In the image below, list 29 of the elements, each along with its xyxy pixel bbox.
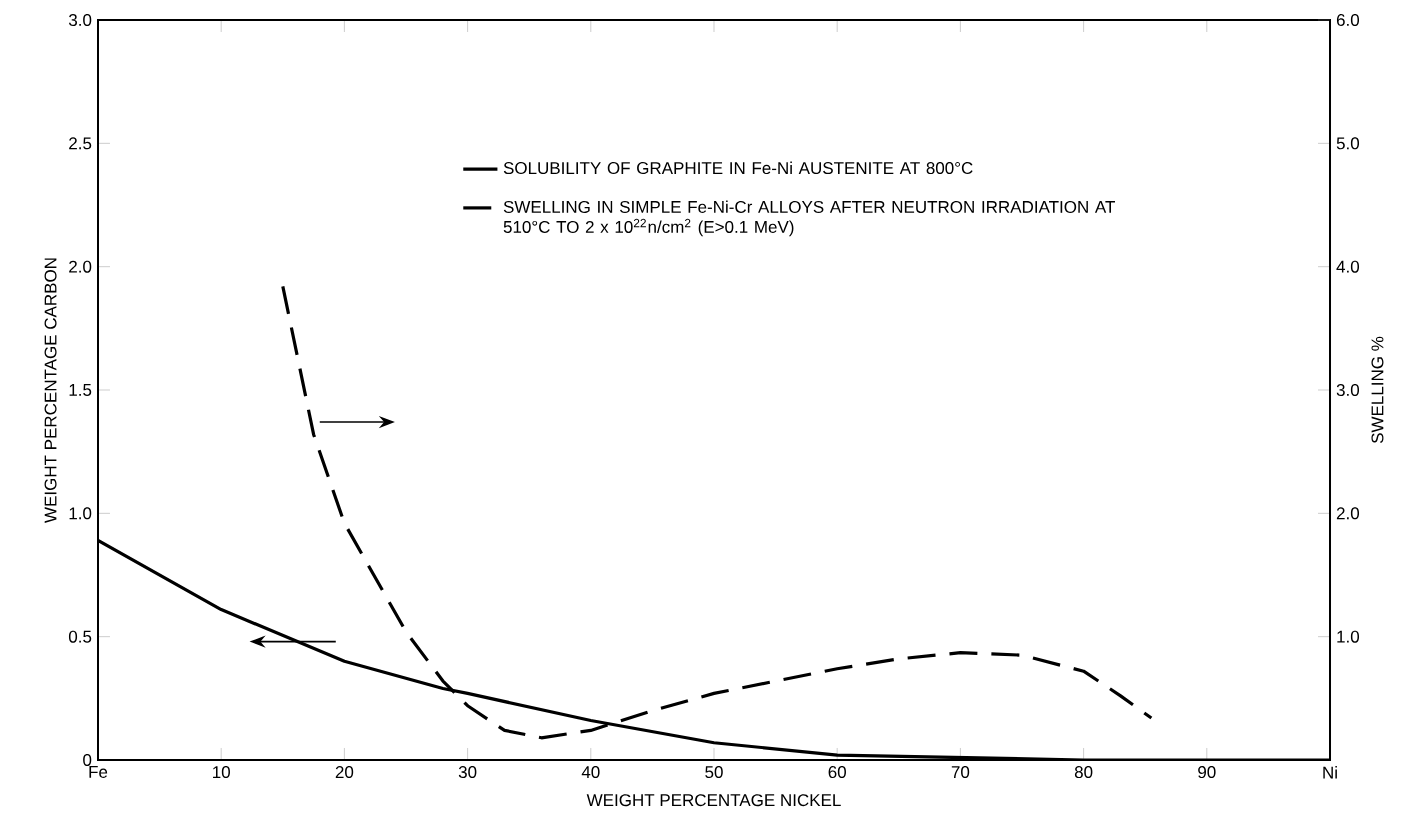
- legend-label: SWELLING IN SIMPLE Fe-Ni-Cr ALLOYS AFTER NEUTRON IRRADIATION AT 510°C TO 2 x 10$^{22}$n/cm$^{2}$ (E>0.1 MeV): [503, 200, 1115, 237]
- y2-axis-title: SWELLING %: [1371, 336, 1384, 444]
- x-tick-label: 80: [1074, 766, 1093, 779]
- y-tick-label: 0: [83, 753, 92, 767]
- y-tick-label: 3.0: [68, 14, 92, 27]
- y2-tick-label: 4.0: [1336, 260, 1360, 273]
- y-tick-label: 2.5: [69, 137, 92, 150]
- x-tick-label: 90: [1198, 766, 1216, 779]
- x-tick-label: 70: [951, 766, 970, 779]
- x-tick-label: Fe: [89, 766, 108, 778]
- y2-tick-label: 2.0: [1336, 507, 1360, 520]
- x-axis-title: WEIGHT PERCENTAGE NICKEL: [586, 794, 841, 807]
- x-tick-label: 50: [705, 766, 723, 779]
- x-tick-label: 30: [458, 766, 477, 779]
- y-tick-label: 1.0: [69, 507, 92, 520]
- x-tick-label: 60: [828, 766, 846, 779]
- y-tick-label: 2.0: [69, 260, 92, 273]
- y-axis-title: WEIGHT PERCENTAGE CARBON: [44, 258, 57, 523]
- y-tick-label: 0.5: [68, 630, 92, 643]
- y2-tick-label: 1.0: [1337, 630, 1360, 643]
- x-tick-label: 40: [581, 766, 600, 779]
- y-tick-label: 1.5: [69, 384, 92, 396]
- y2-tick-label: 5.0: [1336, 137, 1360, 150]
- x-tick-label: 20: [335, 766, 354, 779]
- y2-tick-label: 6.0: [1336, 14, 1360, 27]
- x-tick-label: Ni: [1323, 766, 1337, 779]
- x-tick-label: 10: [213, 766, 230, 779]
- legend-label: SOLUBILITY OF GRAPHITE IN Fe-Ni AUSTENITE AT 800°C: [503, 161, 973, 175]
- y2-tick-label: 3.0: [1336, 384, 1360, 397]
